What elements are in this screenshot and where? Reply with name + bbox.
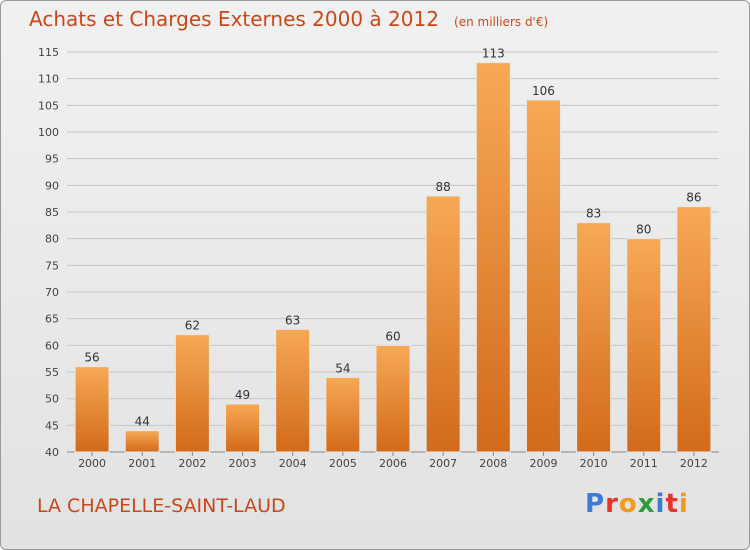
y-tick-label: 40 xyxy=(45,446,59,459)
y-tick-label: 55 xyxy=(45,366,59,379)
x-tick-label: 2009 xyxy=(529,457,557,470)
bar-2004 xyxy=(275,328,311,453)
data-label: 80 xyxy=(636,223,651,237)
data-label: 62 xyxy=(185,319,200,333)
logo-letter: i xyxy=(655,489,666,519)
bar-2003 xyxy=(225,403,261,453)
bar-2009 xyxy=(525,99,561,453)
y-tick-label: 100 xyxy=(38,126,59,139)
logo-letter: t xyxy=(665,489,679,519)
chart-header: Achats et Charges Externes 2000 à 2012 (… xyxy=(29,7,548,31)
y-tick-label: 65 xyxy=(45,313,59,326)
bars xyxy=(74,62,712,453)
y-tick-label: 80 xyxy=(45,233,59,246)
bar-2007 xyxy=(425,195,461,453)
y-tick-label: 70 xyxy=(45,286,59,299)
logo-letter: i xyxy=(678,489,689,519)
x-tick-label: 2010 xyxy=(580,457,608,470)
data-label: 86 xyxy=(686,191,701,205)
bar-2001 xyxy=(124,430,160,453)
x-tick-label: 2003 xyxy=(229,457,257,470)
bar-2012 xyxy=(676,206,712,453)
x-tick-label: 2001 xyxy=(128,457,156,470)
y-tick-label: 45 xyxy=(45,419,59,432)
data-label: 106 xyxy=(532,84,555,98)
x-tick-label: 2011 xyxy=(630,457,658,470)
y-tick-label: 50 xyxy=(45,393,59,406)
y-tick-label: 85 xyxy=(45,206,59,219)
x-tick-label: 2012 xyxy=(680,457,708,470)
logo-letter: P xyxy=(585,489,606,519)
data-label: 56 xyxy=(84,351,99,365)
chart-title: Achats et Charges Externes 2000 à 2012 xyxy=(29,7,439,31)
data-label: 83 xyxy=(586,207,601,221)
logo-letter: r xyxy=(605,489,619,519)
bar-2010 xyxy=(576,222,612,453)
x-tick-label: 2002 xyxy=(178,457,206,470)
x-tick-label: 2008 xyxy=(479,457,507,470)
bar-2002 xyxy=(174,334,210,453)
data-label: 113 xyxy=(482,47,505,61)
y-tick-label: 115 xyxy=(38,46,59,59)
y-tick-label: 110 xyxy=(38,73,59,86)
y-tick-label: 95 xyxy=(45,153,59,166)
y-tick-label: 90 xyxy=(45,179,59,192)
bar-2011 xyxy=(626,238,662,453)
x-tick-label: 2007 xyxy=(429,457,457,470)
x-tick-label: 2006 xyxy=(379,457,407,470)
city-name: LA CHAPELLE-SAINT-LAUD xyxy=(37,495,286,517)
data-label: 49 xyxy=(235,388,250,402)
data-label: 54 xyxy=(335,361,350,375)
y-axis: 40 45 50 55 60 65 70 75 80 85 90 95 100 105 110 115 xyxy=(38,46,59,459)
data-label: 63 xyxy=(285,313,300,327)
y-tick-label: 105 xyxy=(38,99,59,112)
chart-unit: (en milliers d'€) xyxy=(454,15,549,29)
bar-2006 xyxy=(375,344,411,453)
logo-letter: o xyxy=(618,489,638,519)
data-label: 88 xyxy=(436,180,451,194)
logo-letter: x xyxy=(637,489,656,519)
x-axis: 2000 2001 2002 2003 2004 2005 2006 2007 2008 2009… xyxy=(78,452,708,470)
y-tick-label: 75 xyxy=(45,259,59,272)
bar-2008 xyxy=(475,62,511,453)
y-tick-label: 60 xyxy=(45,339,59,352)
data-label: 44 xyxy=(135,415,150,429)
data-labels: 56 44 62 49 63 54 60 88 113 106 83 80 86 xyxy=(84,47,701,429)
x-tick-label: 2000 xyxy=(78,457,106,470)
proxiti-logo: Proxiti xyxy=(585,489,689,519)
data-label: 60 xyxy=(385,329,400,343)
bar-2000 xyxy=(74,366,110,453)
bar-2005 xyxy=(325,376,361,453)
x-tick-label: 2004 xyxy=(279,457,307,470)
x-tick-label: 2005 xyxy=(329,457,357,470)
